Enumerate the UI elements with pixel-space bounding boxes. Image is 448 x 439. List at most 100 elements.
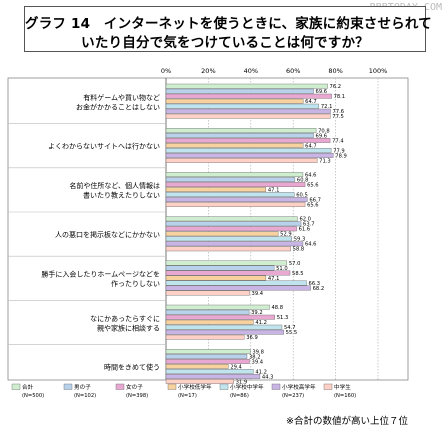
data-label: 66.3 bbox=[309, 281, 321, 287]
data-label: 55.5 bbox=[286, 330, 298, 336]
data-label: 60.8 bbox=[297, 178, 309, 184]
bar bbox=[165, 270, 291, 276]
legend-swatch bbox=[11, 383, 21, 390]
data-label: 64.7 bbox=[305, 143, 317, 149]
data-label: 64.7 bbox=[305, 99, 317, 105]
legend-label: 中学生 bbox=[334, 383, 351, 391]
chart-title-line-1: グラフ 14 インターネットを使うときに、家族に約束させられて bbox=[25, 16, 432, 32]
legend-swatch bbox=[271, 383, 281, 390]
bar bbox=[165, 113, 331, 119]
bar bbox=[165, 142, 304, 148]
category-label: 時間をきめて使う bbox=[104, 363, 160, 372]
bar bbox=[165, 88, 314, 94]
legend-n: (N=102) bbox=[74, 393, 96, 399]
category-label: なにかあったらすぐに bbox=[90, 315, 160, 323]
legend-label: 男の子 bbox=[74, 384, 91, 391]
bar bbox=[165, 241, 304, 247]
category-label: 作ったりしない bbox=[111, 279, 160, 288]
legend-n: (N=17) bbox=[178, 393, 197, 399]
data-label: 51.0 bbox=[276, 266, 288, 272]
bar bbox=[165, 108, 331, 114]
bar bbox=[165, 374, 261, 379]
data-label: 59.3 bbox=[294, 237, 306, 243]
data-label: 76.2 bbox=[330, 84, 342, 90]
legend-label: 小学校高学年 bbox=[282, 383, 316, 391]
bar bbox=[165, 197, 308, 202]
chart-title-box: グラフ 14 インターネットを使うときに、家族に約束させられて いたり自分で気を… bbox=[24, 6, 432, 52]
data-label: 51.3 bbox=[277, 315, 289, 321]
chart-title-line-2: いたり自分で気をつけていることは何ですか？ bbox=[81, 35, 369, 51]
legend-label: 小学校中学年 bbox=[230, 383, 264, 391]
data-label: 38.2 bbox=[249, 354, 261, 360]
data-label: 29.4 bbox=[230, 364, 242, 370]
bar bbox=[165, 260, 288, 266]
legend-swatch bbox=[115, 383, 125, 390]
data-label: 65.6 bbox=[307, 203, 319, 209]
data-label: 64.6 bbox=[305, 242, 317, 248]
data-label: 54.7 bbox=[284, 325, 296, 331]
data-label: 52.9 bbox=[280, 232, 292, 238]
bar bbox=[165, 83, 328, 89]
legend-label: 合計 bbox=[22, 383, 34, 391]
data-label: 68.2 bbox=[313, 286, 325, 292]
category-label: 人の悪口を掲示板などにかかない bbox=[55, 230, 160, 239]
legend-swatch bbox=[63, 383, 73, 390]
bar bbox=[165, 147, 332, 153]
category-label: 勝手に入会したりホームページなどを bbox=[41, 270, 160, 279]
category-label: お金がかかることはしない bbox=[76, 102, 160, 111]
category-label: 有料ゲームや買い物など bbox=[83, 93, 160, 102]
bar bbox=[165, 182, 306, 187]
data-label: 41.2 bbox=[255, 369, 267, 375]
bar bbox=[165, 226, 297, 232]
data-label: 41.2 bbox=[255, 320, 267, 326]
data-label: 47.1 bbox=[268, 276, 280, 282]
data-label: 44.3 bbox=[262, 374, 274, 380]
x-tick-label: 80% bbox=[328, 67, 342, 75]
legend-swatch bbox=[219, 383, 229, 390]
x-tick-label: 60% bbox=[286, 67, 300, 75]
data-label: 47.1 bbox=[268, 188, 280, 194]
data-label: 70.8 bbox=[318, 128, 330, 134]
data-label: 77.6 bbox=[333, 109, 345, 115]
data-label: 69.6 bbox=[316, 89, 328, 95]
x-tick-label: 0% bbox=[161, 67, 171, 75]
bar bbox=[165, 304, 270, 310]
legend-n: (N=160) bbox=[334, 393, 356, 399]
bar bbox=[165, 379, 234, 384]
bar bbox=[165, 359, 250, 364]
legend-n: (N=86) bbox=[230, 393, 249, 399]
data-label: 62.0 bbox=[299, 217, 311, 223]
bar bbox=[165, 177, 296, 182]
bar bbox=[165, 319, 254, 325]
x-tick-label: 100% bbox=[369, 67, 388, 75]
data-label: 77.5 bbox=[332, 114, 344, 120]
bar bbox=[165, 329, 284, 335]
bar bbox=[165, 98, 304, 104]
legend-label: 女の子 bbox=[126, 383, 143, 391]
bar bbox=[165, 236, 292, 242]
bar bbox=[165, 349, 251, 354]
bar bbox=[165, 285, 311, 291]
bar bbox=[165, 324, 283, 330]
bar bbox=[165, 309, 250, 315]
legend-n: (N=398) bbox=[126, 393, 148, 399]
bar bbox=[165, 334, 245, 340]
bar bbox=[165, 246, 291, 252]
legend-n: (N=500) bbox=[22, 393, 44, 399]
data-label: 77.4 bbox=[332, 138, 344, 144]
data-label: 64.6 bbox=[305, 173, 317, 179]
x-tick-label: 20% bbox=[201, 67, 215, 75]
legend-n: (N=237) bbox=[282, 393, 304, 399]
data-label: 65.6 bbox=[307, 183, 319, 189]
category-label: よくわからないサイトへは行かない bbox=[48, 142, 160, 151]
bar bbox=[165, 369, 254, 374]
data-label: 58.8 bbox=[293, 247, 305, 253]
bar bbox=[165, 280, 307, 286]
data-label: 60.5 bbox=[296, 193, 308, 199]
data-label: 61.6 bbox=[299, 227, 311, 233]
data-label: 39.4 bbox=[252, 359, 264, 365]
data-label: 58.5 bbox=[292, 271, 304, 277]
bar bbox=[165, 354, 248, 359]
bar bbox=[165, 192, 295, 197]
data-label: 71.3 bbox=[319, 158, 331, 164]
